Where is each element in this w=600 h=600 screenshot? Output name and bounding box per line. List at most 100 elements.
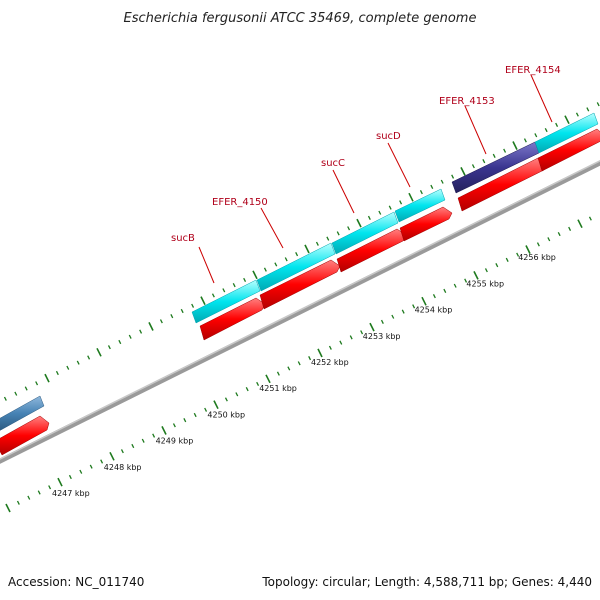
minor-tick	[131, 443, 135, 449]
minor-tick	[534, 133, 538, 138]
minor-tick	[536, 242, 540, 247]
cds-arrow	[259, 259, 341, 310]
cds-arrow	[537, 128, 600, 172]
minor-tick	[274, 262, 278, 267]
major-tick	[265, 374, 271, 384]
gene-label-group: sucB EFER_4150 sucC sucD EFER_4153 EFER_…	[171, 65, 561, 284]
gene-sucD-box	[394, 188, 446, 223]
minor-tick	[443, 288, 447, 293]
kbp-label: 4252 kbp	[311, 358, 349, 367]
minor-tick	[183, 418, 187, 423]
minor-tick	[191, 303, 195, 308]
major-tick	[369, 322, 375, 332]
major-tick	[148, 322, 154, 331]
major-tick	[200, 296, 206, 306]
minor-tick	[152, 433, 156, 438]
major-tick	[317, 348, 323, 358]
minor-tick	[547, 237, 551, 242]
outer-tick-track	[3, 102, 600, 401]
minor-tick	[326, 236, 330, 241]
major-tick	[161, 426, 167, 435]
minor-tick	[68, 474, 72, 480]
cds-arrow	[399, 206, 453, 242]
gene-EFER_4150-box	[256, 242, 336, 292]
minor-tick	[380, 319, 384, 324]
major-tick	[5, 503, 11, 513]
minor-tick	[516, 252, 520, 257]
minor-tick	[76, 360, 80, 365]
minor-tick	[222, 288, 226, 293]
minor-tick	[27, 495, 31, 500]
minor-tick	[35, 381, 39, 386]
minor-tick	[315, 241, 319, 246]
minor-tick	[588, 216, 592, 221]
minor-tick	[3, 396, 7, 401]
kbp-label: 4250 kbp	[207, 410, 245, 419]
minor-tick	[360, 330, 364, 335]
minor-tick	[128, 334, 132, 339]
kbp-label: 4251 kbp	[259, 384, 297, 393]
scale-tick-track	[5, 216, 592, 513]
major-tick	[512, 141, 518, 150]
minor-tick	[16, 500, 20, 505]
minor-tick	[391, 314, 395, 319]
gene-label-EFER_4154: EFER_4154	[505, 65, 561, 76]
minor-tick	[48, 485, 52, 490]
major-tick	[460, 167, 466, 176]
minor-tick	[193, 412, 197, 418]
map-title: Escherichia fergusonii ATCC 35469, compl…	[124, 11, 477, 26]
minor-tick	[118, 339, 122, 345]
minor-tick	[471, 164, 475, 169]
minor-tick	[107, 345, 111, 350]
minor-tick	[412, 304, 416, 309]
minor-tick	[224, 397, 228, 402]
minor-tick	[14, 391, 18, 396]
minor-tick	[235, 392, 239, 397]
minor-tick	[256, 381, 260, 386]
minor-tick	[180, 308, 184, 314]
minor-tick	[440, 179, 444, 184]
minor-tick	[66, 365, 70, 370]
minor-tick	[120, 449, 124, 454]
major-tick	[304, 244, 310, 254]
minor-tick	[87, 355, 91, 360]
kbp-label: 4254 kbp	[415, 306, 453, 315]
gene-sucC-box	[331, 211, 399, 255]
minor-tick	[557, 232, 561, 237]
minor-tick	[484, 268, 488, 273]
major-tick	[421, 296, 427, 306]
minor-tick	[100, 459, 104, 464]
minor-tick	[401, 309, 405, 314]
minor-tick	[453, 283, 457, 288]
major-tick	[525, 245, 531, 254]
minor-tick	[336, 231, 340, 236]
minor-tick	[243, 277, 247, 282]
minor-tick	[263, 267, 267, 272]
minor-tick	[523, 138, 527, 143]
gene-label-EFER_4153: EFER_4153	[439, 96, 495, 107]
minor-tick	[245, 387, 249, 392]
minor-tick	[37, 490, 41, 495]
minor-tick	[204, 407, 208, 412]
gene-sucB-box	[191, 279, 261, 324]
major-tick	[57, 477, 63, 487]
minor-tick	[432, 294, 436, 299]
minor-tick	[399, 200, 403, 205]
minor-tick	[141, 438, 145, 443]
minor-tick	[482, 159, 486, 164]
genome-summary-text: Topology: circular; Length: 4,588,711 bp…	[261, 575, 592, 589]
major-tick	[213, 400, 219, 410]
minor-tick	[276, 371, 280, 376]
major-tick	[44, 373, 50, 383]
minor-tick	[347, 226, 351, 231]
gene-EFER_4154-box	[534, 112, 599, 154]
minor-tick	[172, 423, 176, 428]
minor-tick	[586, 107, 590, 112]
minor-tick	[430, 184, 434, 189]
minor-tick	[308, 356, 312, 361]
major-tick	[109, 451, 115, 461]
gene-label-EFER_4150: EFER_4150	[212, 197, 268, 208]
minor-tick	[24, 386, 28, 391]
major-tick	[408, 192, 414, 202]
minor-tick	[284, 257, 288, 262]
